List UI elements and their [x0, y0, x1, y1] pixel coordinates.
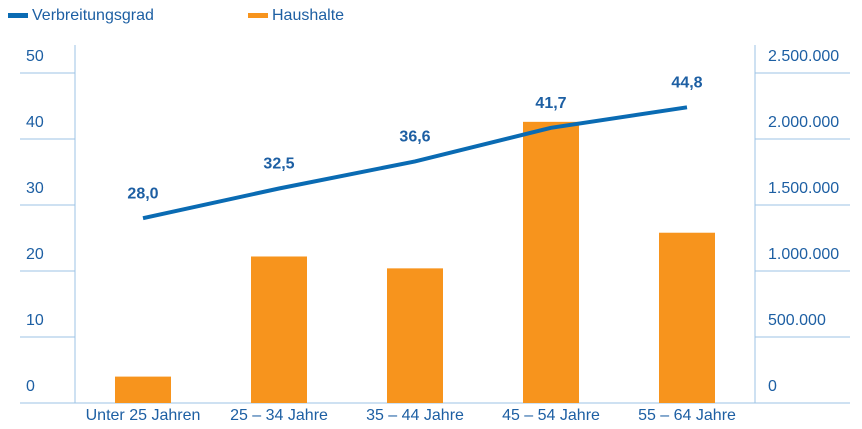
bar [659, 232, 715, 403]
y2-tick-label: 1.500.000 [768, 180, 839, 197]
data-label: 32,5 [263, 156, 294, 173]
y2-tick-label: 2.000.000 [768, 114, 839, 131]
legend-swatch [248, 13, 268, 18]
y2-tick-label: 1.000.000 [768, 246, 839, 263]
data-label: 44,8 [671, 75, 702, 92]
y-tick-label: 30 [26, 180, 44, 197]
x-tick-label: 55 – 64 Jahre [638, 407, 736, 424]
y2-tick-label: 500.000 [768, 312, 826, 329]
bar [115, 376, 171, 403]
y-tick-label: 40 [26, 114, 44, 131]
y-tick-label: 20 [26, 246, 44, 263]
y-tick-label: 0 [26, 378, 35, 395]
legend-swatch [8, 13, 28, 18]
y-tick-label: 50 [26, 48, 44, 65]
bar [523, 121, 579, 403]
data-label: 36,6 [399, 129, 430, 146]
x-tick-label: Unter 25 Jahren [86, 407, 201, 424]
x-tick-label: 45 – 54 Jahre [502, 407, 600, 424]
y2-tick-label: 2.500.000 [768, 48, 839, 65]
y2-tick-label: 0 [768, 378, 777, 395]
data-label: 28,0 [127, 185, 158, 202]
legend-label: Verbreitungsgrad [32, 7, 154, 24]
bar [251, 256, 307, 403]
legend-label: Haushalte [272, 7, 344, 24]
x-tick-label: 35 – 44 Jahre [366, 407, 464, 424]
bar [387, 268, 443, 403]
y-tick-label: 10 [26, 312, 44, 329]
data-label: 41,7 [535, 95, 566, 112]
line [142, 105, 688, 221]
x-tick-label: 25 – 34 Jahre [230, 407, 328, 424]
